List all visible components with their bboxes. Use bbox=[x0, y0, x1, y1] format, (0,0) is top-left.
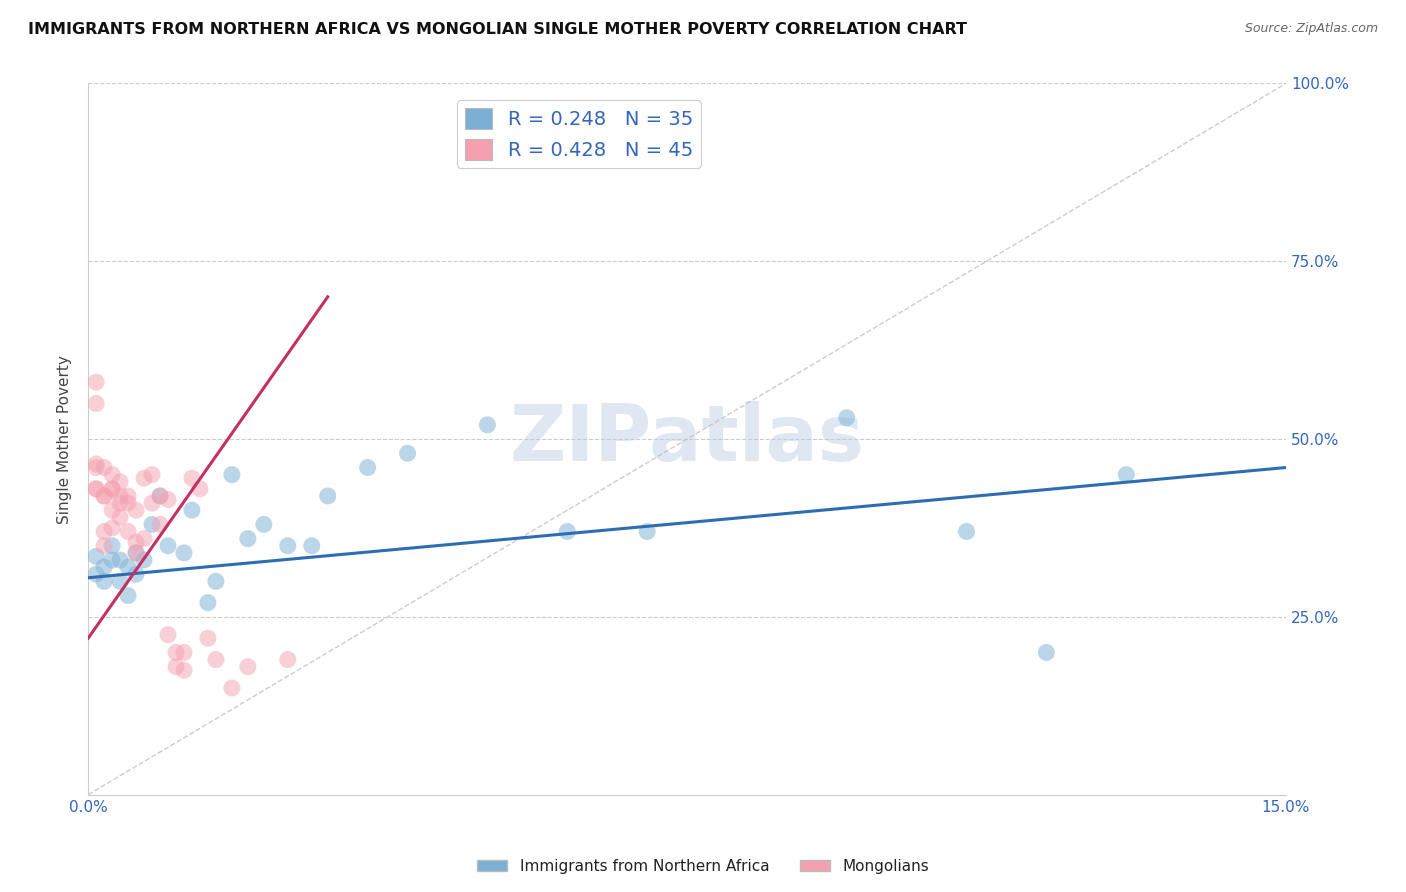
Point bbox=[108, 574, 131, 589]
Point bbox=[277, 539, 299, 553]
Point bbox=[93, 489, 115, 503]
Point bbox=[93, 489, 115, 503]
Point bbox=[197, 596, 219, 610]
Point bbox=[221, 681, 243, 695]
Text: IMMIGRANTS FROM NORTHERN AFRICA VS MONGOLIAN SINGLE MOTHER POVERTY CORRELATION C: IMMIGRANTS FROM NORTHERN AFRICA VS MONGO… bbox=[28, 22, 967, 37]
Point bbox=[197, 631, 219, 645]
Point bbox=[149, 489, 172, 503]
Point bbox=[173, 546, 195, 560]
Point bbox=[236, 532, 259, 546]
Point bbox=[101, 503, 124, 517]
Point bbox=[101, 521, 124, 535]
Point bbox=[84, 396, 107, 410]
Point bbox=[132, 471, 155, 485]
Point bbox=[117, 489, 139, 503]
Point bbox=[141, 496, 163, 510]
Point bbox=[205, 652, 228, 666]
Point bbox=[477, 417, 499, 432]
Point bbox=[396, 446, 419, 460]
Point bbox=[356, 460, 378, 475]
Point bbox=[101, 467, 124, 482]
Point bbox=[101, 482, 124, 496]
Point bbox=[93, 560, 115, 574]
Point bbox=[117, 589, 139, 603]
Point bbox=[253, 517, 276, 532]
Point bbox=[84, 567, 107, 582]
Point bbox=[141, 517, 163, 532]
Point bbox=[132, 553, 155, 567]
Point bbox=[84, 457, 107, 471]
Point bbox=[277, 652, 299, 666]
Point bbox=[117, 496, 139, 510]
Text: Source: ZipAtlas.com: Source: ZipAtlas.com bbox=[1244, 22, 1378, 36]
Point bbox=[555, 524, 578, 539]
Point bbox=[835, 410, 858, 425]
Legend: Immigrants from Northern Africa, Mongolians: Immigrants from Northern Africa, Mongoli… bbox=[471, 853, 935, 880]
Point bbox=[84, 482, 107, 496]
Point bbox=[236, 659, 259, 673]
Point bbox=[117, 524, 139, 539]
Point bbox=[93, 460, 115, 475]
Point bbox=[101, 553, 124, 567]
Point bbox=[93, 539, 115, 553]
Point bbox=[301, 539, 323, 553]
Point bbox=[181, 503, 204, 517]
Point bbox=[173, 663, 195, 677]
Point bbox=[117, 560, 139, 574]
Point bbox=[84, 375, 107, 389]
Point bbox=[165, 645, 187, 659]
Point bbox=[108, 475, 131, 489]
Point bbox=[108, 553, 131, 567]
Point bbox=[156, 539, 179, 553]
Point bbox=[156, 492, 179, 507]
Point bbox=[316, 489, 339, 503]
Point bbox=[149, 517, 172, 532]
Point bbox=[173, 645, 195, 659]
Point bbox=[205, 574, 228, 589]
Y-axis label: Single Mother Poverty: Single Mother Poverty bbox=[58, 355, 72, 524]
Point bbox=[108, 489, 131, 503]
Point bbox=[125, 546, 148, 560]
Point bbox=[108, 510, 131, 524]
Point bbox=[132, 532, 155, 546]
Point bbox=[84, 460, 107, 475]
Point bbox=[93, 574, 115, 589]
Point bbox=[125, 503, 148, 517]
Point bbox=[93, 524, 115, 539]
Point bbox=[188, 482, 211, 496]
Legend: R = 0.248   N = 35, R = 0.428   N = 45: R = 0.248 N = 35, R = 0.428 N = 45 bbox=[457, 100, 700, 168]
Point bbox=[181, 471, 204, 485]
Point bbox=[84, 482, 107, 496]
Point bbox=[101, 539, 124, 553]
Point bbox=[1035, 645, 1057, 659]
Point bbox=[156, 628, 179, 642]
Point bbox=[221, 467, 243, 482]
Point bbox=[955, 524, 977, 539]
Point bbox=[84, 549, 107, 564]
Point bbox=[1115, 467, 1137, 482]
Point bbox=[125, 567, 148, 582]
Point bbox=[149, 489, 172, 503]
Point bbox=[141, 467, 163, 482]
Point bbox=[101, 482, 124, 496]
Point bbox=[165, 659, 187, 673]
Point bbox=[636, 524, 658, 539]
Point bbox=[125, 535, 148, 549]
Point bbox=[125, 546, 148, 560]
Point bbox=[108, 496, 131, 510]
Text: ZIPatlas: ZIPatlas bbox=[509, 401, 865, 477]
